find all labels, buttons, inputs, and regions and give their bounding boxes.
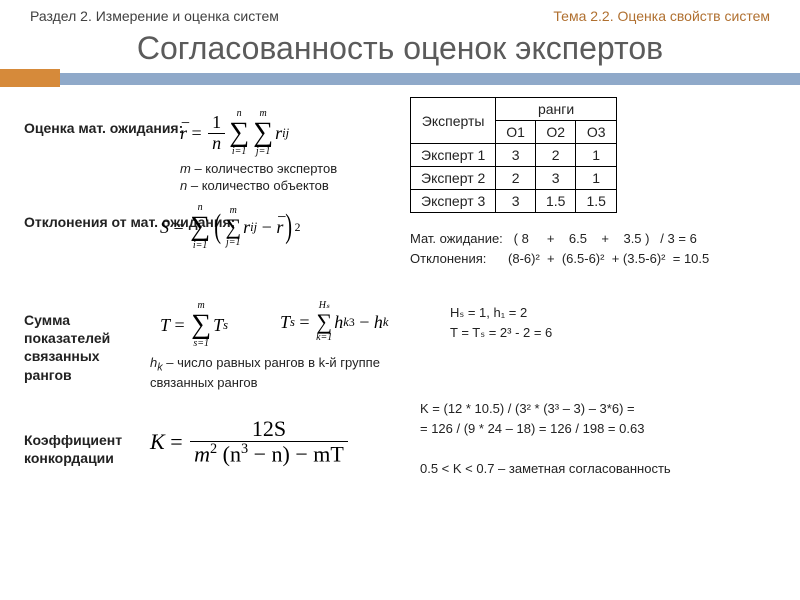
rbar-symbol: r bbox=[180, 123, 187, 144]
slide-title: Согласованность оценок экспертов bbox=[0, 26, 800, 73]
ranks-table: Эксперты ранги О1 О2 О3 Эксперт 1 3 2 1 … bbox=[410, 97, 617, 213]
calc-k2: = 126 / (9 * 24 – 18) = 126 / 198 = 0.63 bbox=[420, 421, 644, 438]
accent-orange bbox=[0, 69, 60, 87]
label-linked-ranks: Сумма показателей связанных рангов bbox=[24, 311, 134, 384]
accent-bars bbox=[0, 73, 800, 85]
table-row: Эксперт 2 2 3 1 bbox=[411, 167, 617, 190]
calc-hs: Hₛ = 1, h₁ = 2 bbox=[450, 305, 527, 322]
formula-k: K = 12S m2 (n3 − n) − mT bbox=[150, 417, 350, 467]
calc-expectation: Мат. ожидание: ( 8 + 6.5 + 3.5 ) / 3 = 6 bbox=[410, 231, 697, 248]
accent-blue bbox=[60, 73, 800, 85]
table-row: Эксперт 1 3 2 1 bbox=[411, 144, 617, 167]
calc-t: T = Tₛ = 2³ - 2 = 6 bbox=[450, 325, 552, 342]
section-label: Раздел 2. Измерение и оценка систем bbox=[30, 8, 279, 24]
formula-rbar: r = 1 n n ∑ i=1 m ∑ j=1 rij bbox=[180, 109, 289, 157]
formula-t: T = m ∑ s=1 Ts bbox=[160, 301, 228, 349]
label-expectation: Оценка мат. ожидания: bbox=[24, 119, 183, 137]
calc-k-range: 0.5 < K < 0.7 – заметная согласованность bbox=[420, 461, 671, 478]
label-concordance: Коэффициент конкордации bbox=[24, 431, 134, 467]
calc-k1: K = (12 * 10.5) / (3² * (3³ – 3) – 3*6) … bbox=[420, 401, 635, 418]
col-experts: Эксперты bbox=[411, 98, 496, 144]
col-o3: О3 bbox=[576, 121, 616, 144]
col-ranks: ранги bbox=[496, 98, 617, 121]
topic-label: Тема 2.2. Оценка свойств систем bbox=[553, 8, 770, 24]
formula-s: S = n ∑ i=1 ( m ∑ j=1 rij − r ) 2 bbox=[160, 203, 301, 251]
col-o1: О1 bbox=[496, 121, 536, 144]
table-row: Эксперт 3 3 1.5 1.5 bbox=[411, 190, 617, 213]
formula-ts: Ts = Hₛ ∑ k=1 hk3 − hk bbox=[280, 301, 388, 343]
calc-deviations: Отклонения: (8-6)² + (6.5-6)² + (3.5-6)²… bbox=[410, 251, 709, 268]
col-o2: О2 bbox=[535, 121, 575, 144]
